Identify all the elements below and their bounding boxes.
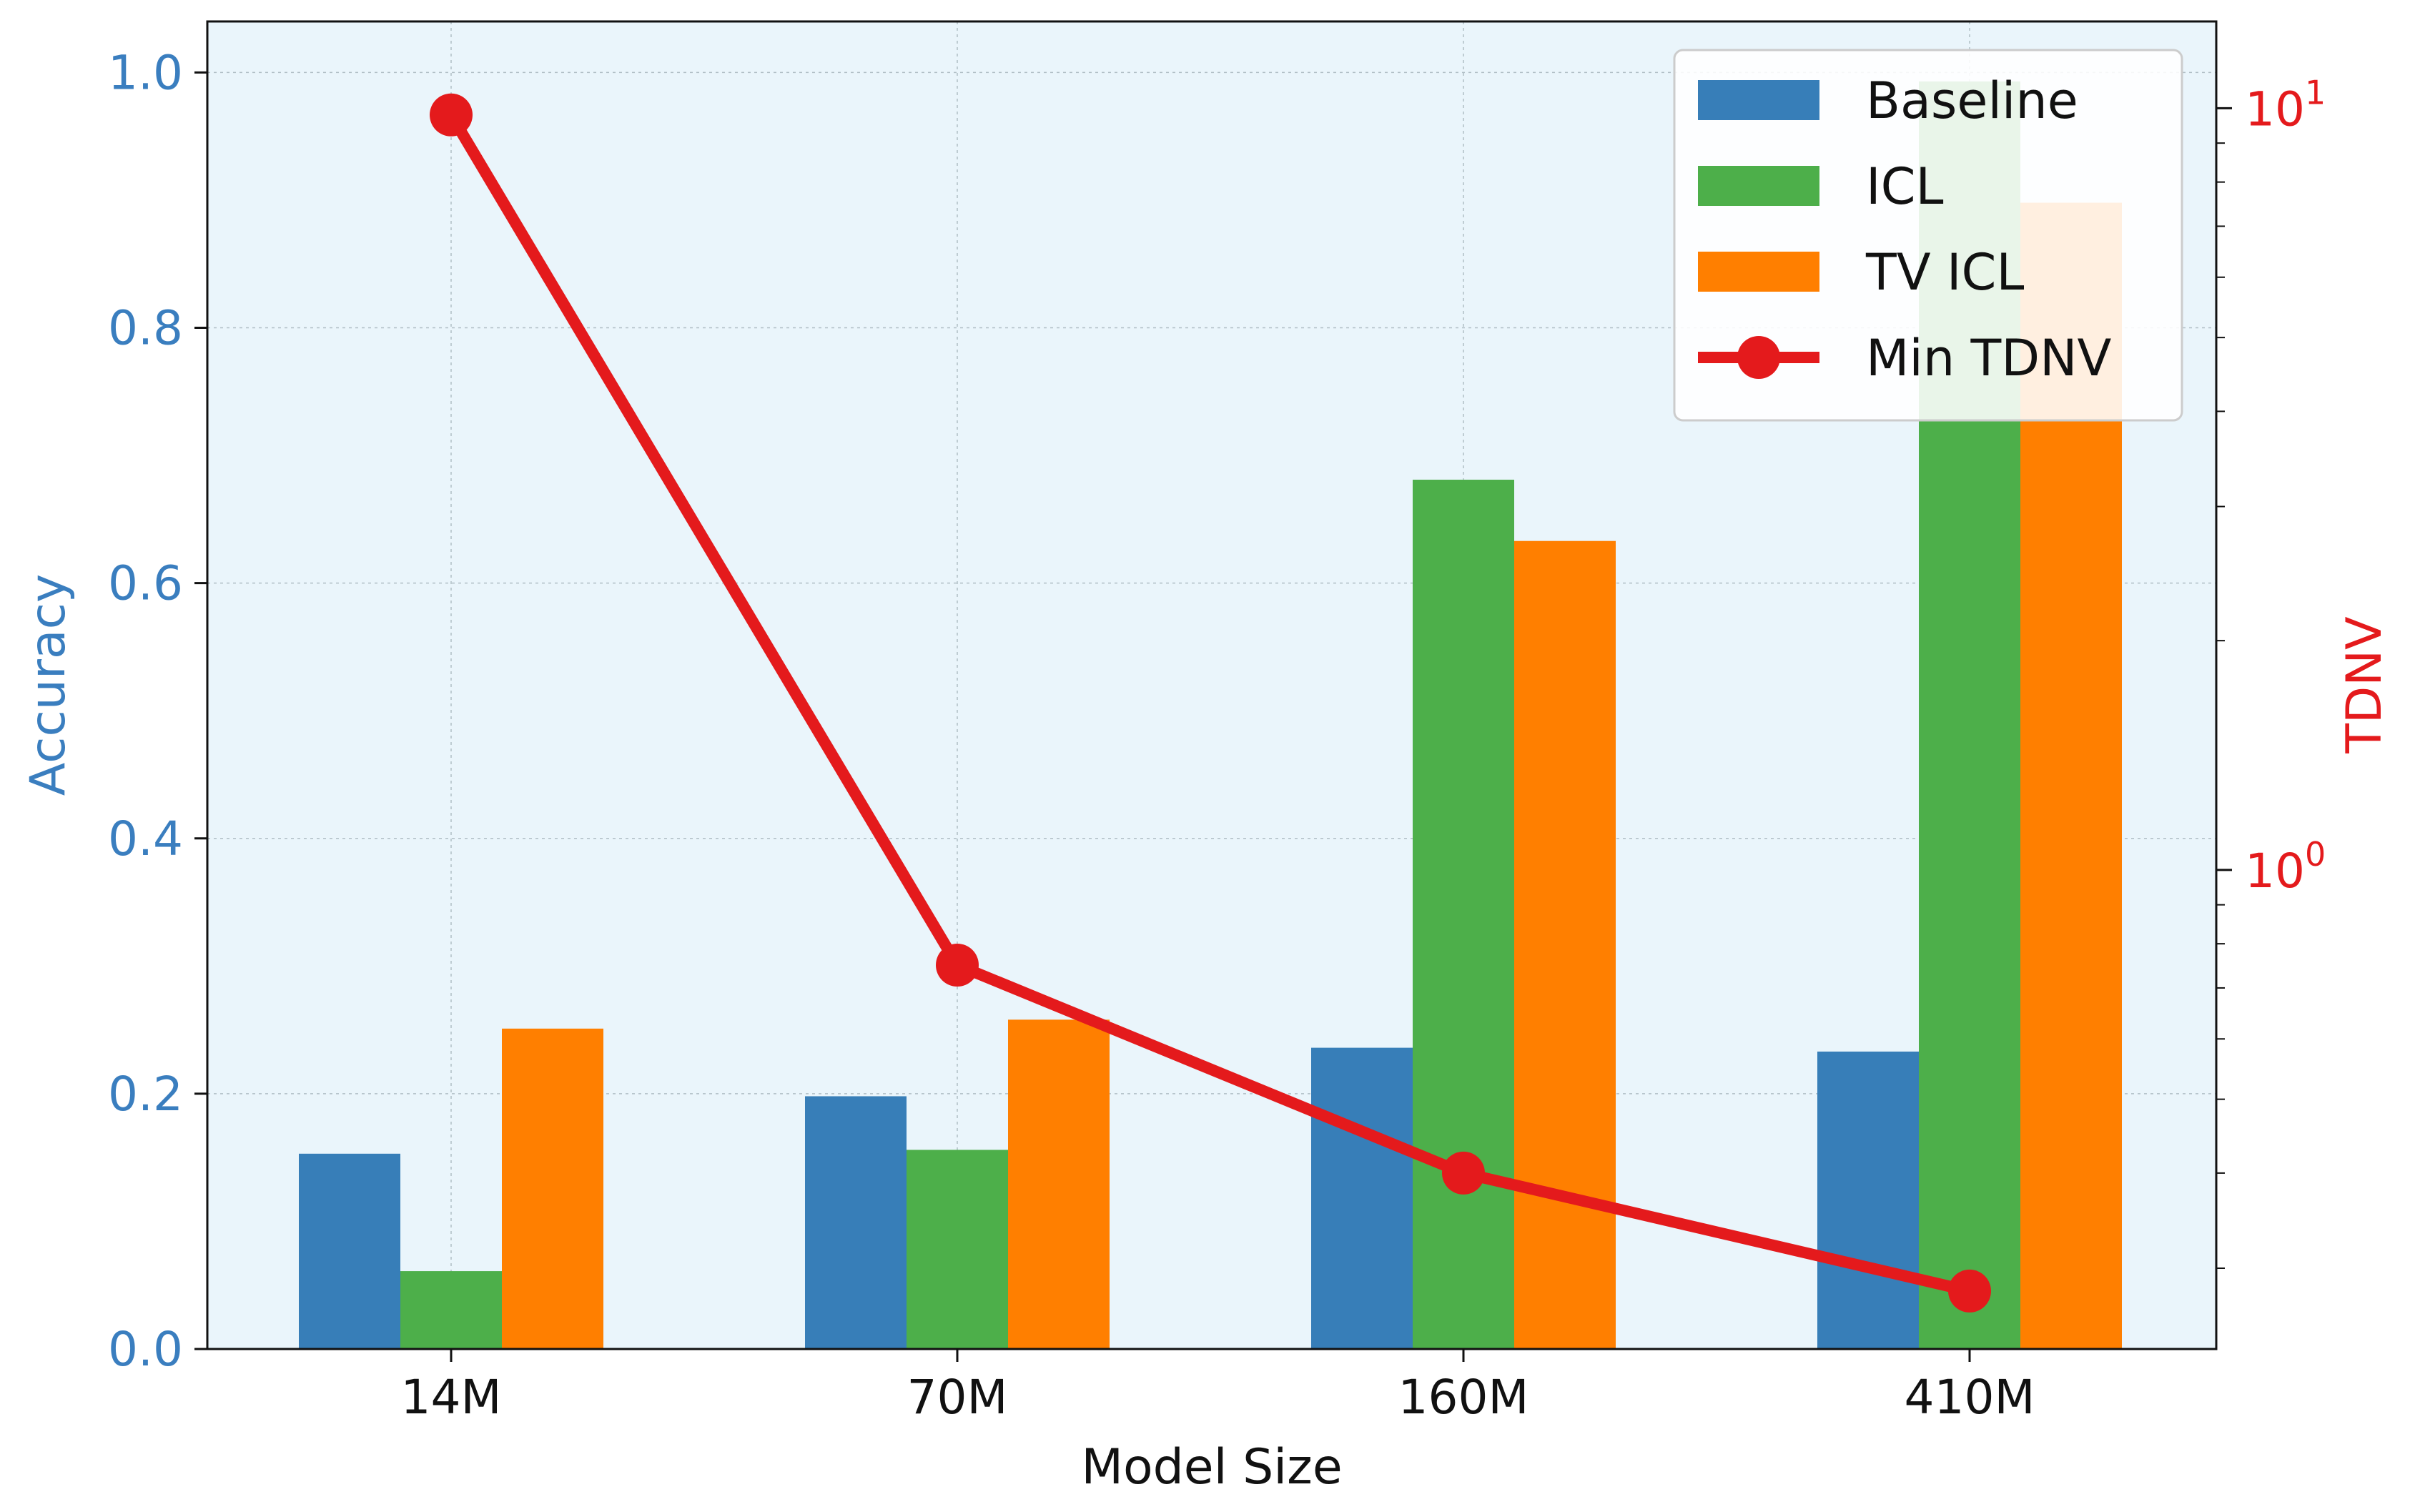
tdnv-point <box>1442 1151 1485 1195</box>
legend-label: Baseline <box>1866 71 2078 130</box>
bar-baseline <box>1311 1047 1413 1349</box>
tdnv-line <box>446 112 1971 1297</box>
bar-icl <box>400 1271 502 1349</box>
bar-tv-icl <box>1514 540 1616 1350</box>
bar-icl <box>907 1150 1008 1349</box>
legend-label: Min TDNV <box>1866 329 2111 387</box>
legend-label: TV ICL <box>1865 243 2024 302</box>
right-tick-label: 101 <box>2245 73 2326 137</box>
y-axis-label-right: TDNV <box>2336 616 2393 753</box>
bar-tv-icl <box>502 1028 603 1349</box>
legend-box <box>1673 49 2183 422</box>
tdnv-point <box>936 944 979 987</box>
legend-swatch-marker <box>1737 336 1780 379</box>
right-tick-label: 100 <box>2245 835 2326 899</box>
legend-swatch-icl <box>1698 166 1819 206</box>
legend: Baseline ICL TV ICL Min TDNV <box>1673 49 2183 422</box>
tdnv-point <box>430 93 473 137</box>
legend-swatch-tv-icl <box>1698 252 1819 292</box>
left-tick-label: 0.6 <box>108 556 183 611</box>
bar-icl <box>1413 480 1514 1349</box>
left-tick-label: 1.0 <box>108 45 183 100</box>
y-axis-label-left: Accuracy <box>20 574 76 796</box>
left-axis: 0.0 0.2 0.4 0.6 0.8 1.0 <box>108 45 207 1377</box>
bar-baseline <box>805 1096 907 1349</box>
x-axis-label: Model Size <box>1081 1439 1342 1496</box>
right-axis: 100 101 <box>2216 73 2326 1270</box>
plot-frame <box>206 20 2218 1350</box>
x-axis: 14M 70M 160M 410M <box>401 1349 2035 1425</box>
tdnv-point <box>1948 1269 1991 1313</box>
x-tick-label: 70M <box>907 1370 1008 1425</box>
x-tick-label: 14M <box>401 1370 502 1425</box>
left-tick-label: 0.4 <box>108 811 183 866</box>
bar-tv-icl <box>1008 1019 1110 1349</box>
legend-label: ICL <box>1866 157 1944 216</box>
bar-baseline <box>299 1153 400 1349</box>
left-tick-label: 0.0 <box>108 1322 183 1377</box>
x-tick-label: 160M <box>1398 1370 1529 1425</box>
tdnv-line-layer <box>430 93 1991 1313</box>
x-tick-label: 410M <box>1905 1370 2035 1425</box>
left-tick-label: 0.2 <box>108 1067 183 1122</box>
bar-baseline <box>1817 1051 1919 1349</box>
legend-swatch-baseline <box>1698 80 1819 120</box>
left-tick-label: 0.8 <box>108 301 183 356</box>
